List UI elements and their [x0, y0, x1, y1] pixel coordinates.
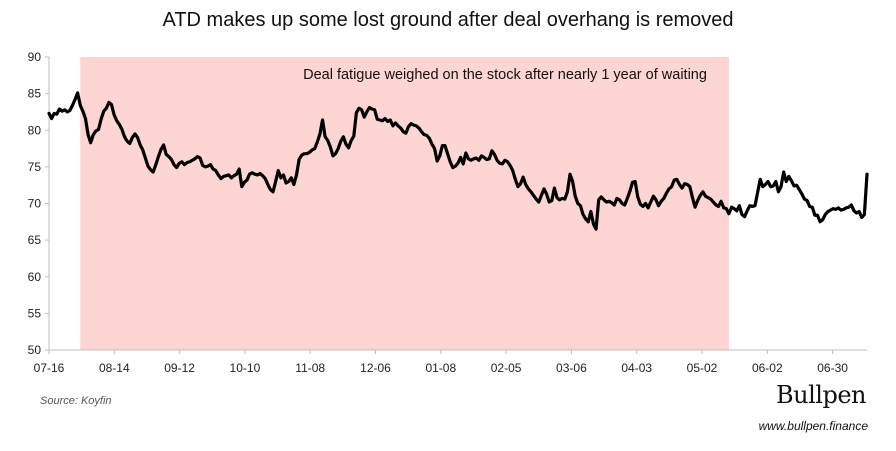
x-tick-label: 04-03 [621, 361, 652, 375]
brand-logo: Bullpen [776, 381, 866, 409]
x-tick-label: 01-08 [425, 361, 456, 375]
y-tick-label: 90 [28, 50, 42, 64]
x-tick-label: 09-12 [164, 361, 195, 375]
y-tick-label: 75 [28, 160, 42, 174]
x-tick-label: 06-02 [752, 361, 783, 375]
x-tick-label: 11-08 [295, 361, 325, 375]
y-tick-label: 55 [28, 306, 42, 320]
chart-title: ATD makes up some lost ground after deal… [162, 9, 734, 31]
y-tick-label: 60 [28, 270, 42, 284]
source-label: Source: Koyfin [40, 395, 112, 407]
y-tick-label: 50 [28, 343, 42, 357]
x-tick-label: 12-06 [360, 361, 391, 375]
price-line [47, 91, 869, 231]
x-tick-label: 02-05 [491, 361, 522, 375]
y-tick-label: 65 [28, 233, 42, 247]
shaded-region-annotation: Deal fatigue weighed on the stock after … [303, 67, 707, 83]
x-tick-label: 07-16 [34, 361, 65, 375]
y-tick-label: 70 [28, 197, 42, 211]
y-tick-label: 85 [28, 87, 42, 101]
x-tick-label: 03-06 [556, 361, 587, 375]
x-tick-label: 06-30 [817, 361, 848, 375]
y-tick-label: 80 [28, 123, 42, 137]
x-tick-label: 05-02 [687, 361, 718, 375]
x-tick-label: 10-10 [230, 361, 261, 375]
brand-url: www.bullpen.finance [758, 419, 868, 433]
shaded-region [80, 57, 729, 350]
x-tick-label: 08-14 [99, 361, 130, 375]
